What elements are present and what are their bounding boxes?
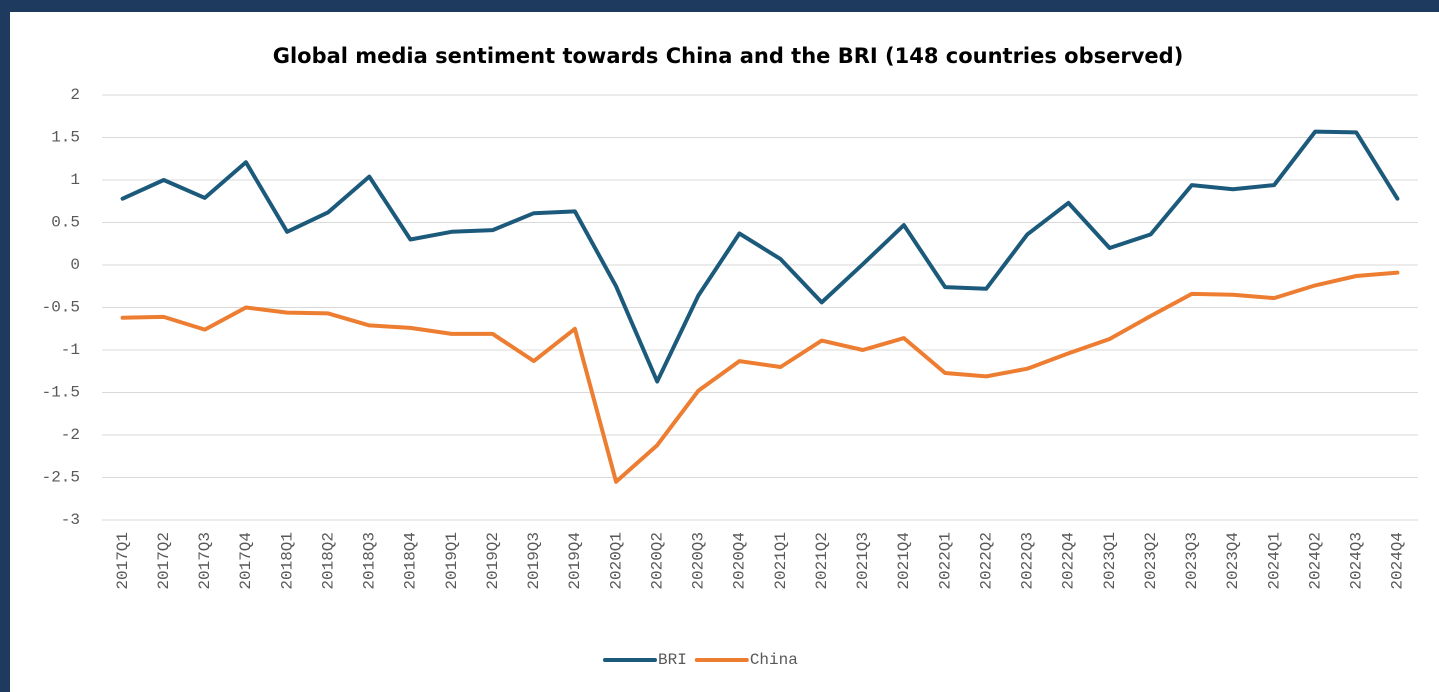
x-tick-label: 2018Q1 — [278, 532, 296, 590]
x-tick-label: 2018Q2 — [319, 532, 337, 590]
x-tick-label: 2021Q1 — [772, 532, 790, 590]
x-tick-label: 2024Q1 — [1265, 532, 1283, 590]
line-series — [120, 270, 1400, 484]
x-tick-label: 2024Q2 — [1306, 532, 1324, 590]
x-tick-label: 2021Q2 — [813, 532, 831, 590]
x-tick-label: 2018Q4 — [402, 532, 420, 590]
x-tick-label: 2022Q3 — [1019, 532, 1037, 590]
chart-title: Global media sentiment towards China and… — [273, 44, 1184, 68]
line-series — [120, 129, 1400, 384]
x-tick-label: 2017Q1 — [114, 532, 132, 590]
x-tick-label: 2024Q3 — [1348, 532, 1366, 590]
legend-label: BRI — [658, 651, 687, 669]
y-tick-label: -1 — [61, 341, 80, 359]
x-tick-label: 2021Q3 — [854, 532, 872, 590]
x-tick-label: 2022Q1 — [936, 532, 954, 590]
x-tick-label: 2022Q4 — [1060, 532, 1078, 590]
x-tick-label: 2024Q4 — [1389, 532, 1407, 590]
x-tick-label: 2019Q3 — [525, 532, 543, 590]
y-tick-label: 1 — [70, 171, 80, 189]
x-tick-label: 2019Q4 — [566, 532, 584, 590]
x-tick-label: 2020Q3 — [690, 532, 708, 590]
x-tick-label: 2023Q1 — [1101, 532, 1119, 590]
y-tick-label: -2 — [61, 426, 80, 444]
x-tick-label: 2023Q3 — [1183, 532, 1201, 590]
x-tick-label: 2022Q2 — [977, 532, 995, 590]
legend-label: China — [750, 651, 798, 669]
y-tick-label: -2.5 — [42, 469, 80, 487]
chart-frame: Global media sentiment towards China and… — [10, 12, 1439, 692]
y-tick-label: -3 — [61, 511, 80, 529]
y-tick-label: 2 — [70, 86, 80, 104]
x-tick-label: 2023Q2 — [1142, 532, 1160, 590]
chart: Global media sentiment towards China and… — [42, 44, 1418, 669]
y-tick-label: 0 — [70, 256, 80, 274]
x-tick-label: 2019Q2 — [484, 532, 502, 590]
y-tick-label: 1.5 — [51, 129, 80, 147]
x-tick-label: 2017Q4 — [237, 532, 255, 590]
y-tick-label: -0.5 — [42, 299, 80, 317]
x-tick-label: 2020Q4 — [731, 532, 749, 590]
x-tick-label: 2023Q4 — [1224, 532, 1242, 590]
x-tick-label: 2017Q2 — [155, 532, 173, 590]
y-tick-label: 0.5 — [51, 214, 80, 232]
x-tick-label: 2017Q3 — [196, 532, 214, 590]
x-tick-label: 2020Q2 — [648, 532, 666, 590]
x-tick-label: 2020Q1 — [607, 532, 625, 590]
x-tick-label: 2021Q4 — [895, 532, 913, 590]
x-tick-label: 2018Q3 — [361, 532, 379, 590]
x-tick-label: 2019Q1 — [443, 532, 461, 590]
y-tick-label: -1.5 — [42, 384, 80, 402]
